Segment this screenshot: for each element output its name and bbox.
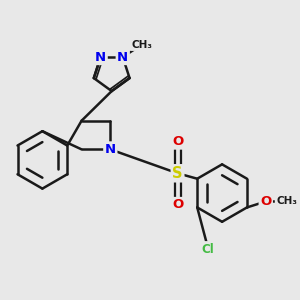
Text: Cl: Cl (202, 242, 214, 256)
Text: CH₃: CH₃ (276, 196, 297, 206)
Text: CH₃: CH₃ (131, 40, 152, 50)
Text: O: O (260, 195, 272, 208)
Text: N: N (95, 51, 106, 64)
Text: S: S (172, 166, 183, 181)
Text: O: O (172, 199, 183, 212)
Text: O: O (172, 135, 183, 148)
Text: N: N (105, 143, 116, 156)
Text: N: N (117, 51, 128, 64)
